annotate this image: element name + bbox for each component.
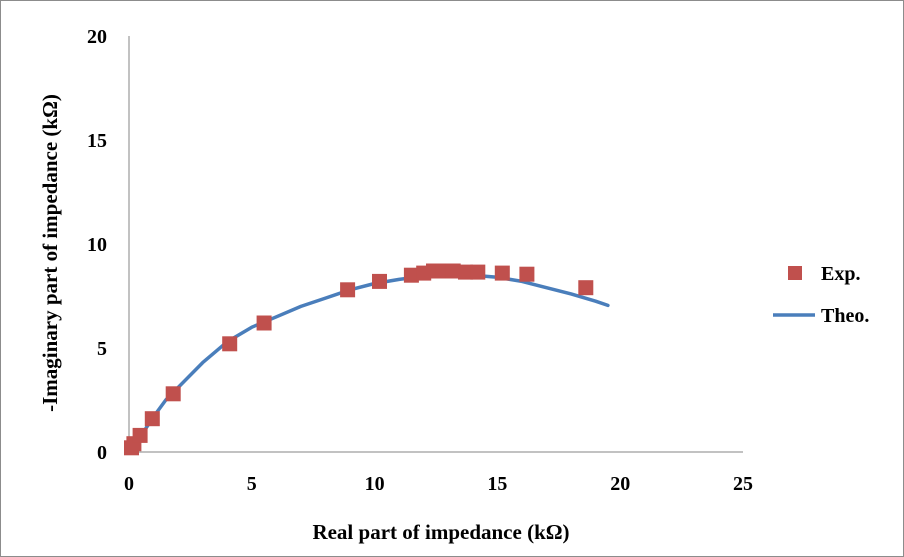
exp-point bbox=[372, 273, 387, 289]
exp-point bbox=[165, 386, 181, 402]
exp-point bbox=[494, 265, 510, 281]
x-tick-label: 10 bbox=[365, 473, 385, 495]
legend-theo-label: Theo. bbox=[821, 305, 869, 327]
x-axis-title: Real part of impedance (kΩ) bbox=[312, 520, 569, 544]
theo-series bbox=[129, 273, 610, 452]
x-tick-label: 15 bbox=[487, 473, 507, 495]
x-tick-label: 20 bbox=[610, 473, 630, 495]
y-axis-title: -Imaginary part of impedance (kΩ) bbox=[38, 94, 62, 412]
legend-exp-marker bbox=[788, 266, 802, 280]
y-tick-label: 5 bbox=[97, 338, 107, 360]
y-tick-label: 20 bbox=[87, 26, 107, 48]
exp-point bbox=[519, 266, 535, 282]
x-tick-label: 5 bbox=[247, 473, 257, 495]
tick-labels: 0 5 10 15 20 25 0 5 10 15 20 bbox=[87, 26, 753, 495]
exp-point bbox=[222, 336, 238, 352]
x-tick-label: 0 bbox=[124, 473, 134, 495]
theo-line bbox=[129, 273, 610, 452]
exp-series bbox=[124, 263, 594, 456]
legend: Exp. Theo. bbox=[773, 263, 869, 327]
legend-exp-label: Exp. bbox=[821, 263, 860, 285]
exp-point bbox=[144, 411, 160, 427]
exp-point bbox=[578, 280, 594, 296]
exp-point bbox=[470, 264, 486, 280]
y-tick-label: 0 bbox=[97, 442, 107, 464]
exp-point bbox=[458, 264, 473, 280]
axes-layer bbox=[128, 36, 743, 453]
exp-point bbox=[256, 315, 272, 331]
exp-point bbox=[445, 263, 461, 279]
y-tick-label: 10 bbox=[87, 234, 107, 256]
exp-point bbox=[340, 282, 356, 298]
y-tick-label: 15 bbox=[87, 130, 107, 152]
exp-point bbox=[403, 267, 419, 283]
x-tick-label: 25 bbox=[733, 473, 753, 495]
exp-point bbox=[132, 427, 148, 443]
